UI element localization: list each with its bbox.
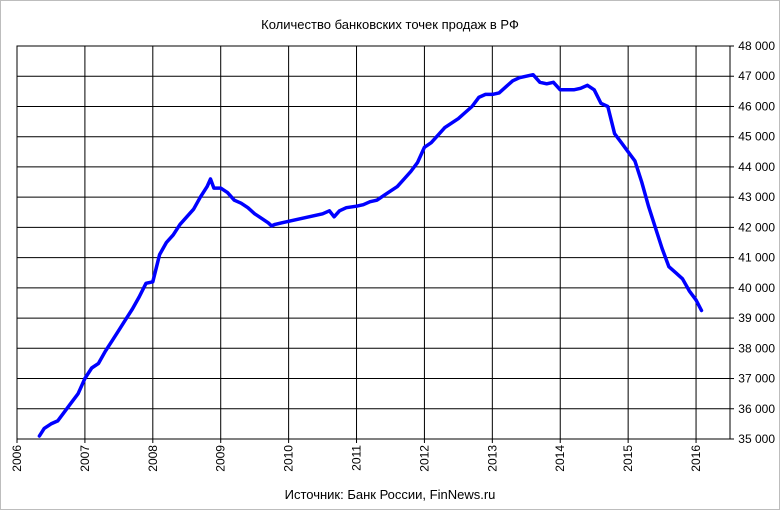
y-tick-label: 42 000 [738,220,775,234]
y-tick-label: 44 000 [738,160,775,174]
y-tick-label: 48 000 [738,39,775,53]
x-tick-label: 2011 [350,445,364,471]
y-tick-label: 47 000 [738,69,775,83]
plot-area [16,45,731,440]
x-tick-label: 2016 [689,445,703,472]
x-tick-label: 2009 [214,445,228,472]
y-tick-label: 43 000 [738,190,775,204]
x-tick-label: 2007 [78,445,92,472]
y-tick-label: 45 000 [738,130,775,144]
y-tick-label: 41 000 [738,251,775,265]
x-tick-label: 2008 [146,445,160,472]
series-line [37,72,704,438]
x-tick-label: 2014 [553,445,567,472]
x-tick-label: 2010 [282,445,296,472]
x-tick-label: 2013 [485,445,499,472]
y-tick-label: 36 000 [738,402,775,416]
y-tick-label: 35 000 [738,432,775,446]
y-tick-label: 39 000 [738,311,775,325]
x-tick-label: 2006 [10,445,24,472]
y-tick-label: 40 000 [738,281,775,295]
x-tick-label: 2012 [417,445,431,472]
x-tick-label: 2015 [621,445,635,472]
y-tick-label: 37 000 [738,372,775,386]
y-tick-label: 38 000 [738,341,775,355]
chart-title: Количество банковских точек продаж в РФ [261,17,519,32]
y-tick-label: 46 000 [738,99,775,113]
chart-source: Источник: Банк России, FinNews.ru [284,487,496,502]
